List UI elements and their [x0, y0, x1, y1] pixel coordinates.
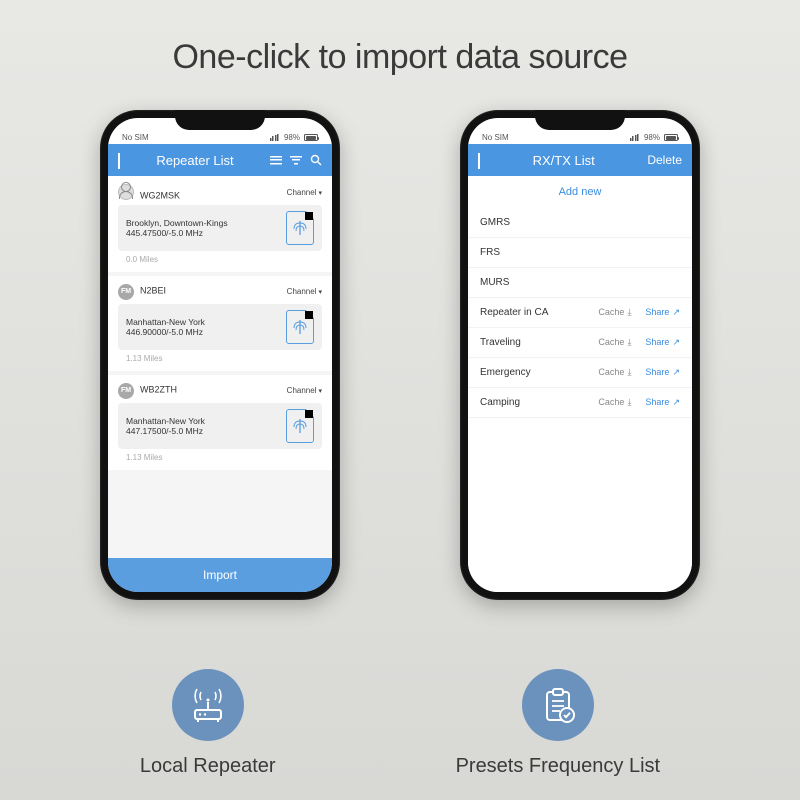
fm-avatar-icon: FM: [118, 383, 134, 399]
distance: 0.0 Miles: [118, 251, 322, 266]
router-wifi-icon: [172, 669, 244, 741]
phone-right: No SIM 98% RX/TX List Delete Add new GMR…: [460, 110, 700, 600]
carrier-label: No SIM: [482, 133, 509, 142]
distance: 1.13 Miles: [118, 449, 322, 464]
callsign: N2BEI: [140, 285, 166, 295]
location: Manhattan-New York: [126, 317, 276, 327]
add-new-button[interactable]: Add new: [468, 176, 692, 208]
signal-icon: [630, 134, 640, 141]
list-item[interactable]: Repeater in CA Cache⤓ Share↗: [468, 298, 692, 328]
document-icon: [286, 211, 314, 245]
location: Brooklyn, Downtown-Kings: [126, 218, 276, 228]
share-button[interactable]: Share↗: [645, 337, 680, 348]
list-item[interactable]: MURS: [468, 268, 692, 298]
list-item-label: Camping: [480, 397, 520, 408]
delete-button[interactable]: Delete: [647, 153, 682, 167]
external-link-icon: ↗: [672, 397, 680, 407]
headline: One-click to import data source: [0, 38, 800, 77]
battery-icon: [304, 134, 318, 141]
cache-button[interactable]: Cache⤓: [598, 397, 631, 408]
fm-avatar-icon: FM: [118, 284, 134, 300]
distance: 1.13 Miles: [118, 350, 322, 365]
location: Manhattan-New York: [126, 416, 276, 426]
navbar: Repeater List: [108, 144, 332, 176]
list-item[interactable]: Camping Cache⤓ Share↗: [468, 388, 692, 418]
nav-title: RX/TX List: [480, 153, 647, 168]
battery-pct: 98%: [644, 133, 660, 142]
phone-left: No SIM 98% Repeater List: [100, 110, 340, 600]
search-icon[interactable]: [310, 154, 322, 166]
list-item-label: Traveling: [480, 337, 521, 348]
signal-icon: [270, 134, 280, 141]
document-icon: [286, 409, 314, 443]
list-item[interactable]: GMRS: [468, 208, 692, 238]
list-item-label: GMRS: [480, 217, 510, 228]
feature-right: Presets Frequency List: [456, 669, 661, 778]
battery-icon: [664, 134, 678, 141]
download-icon: ⤓: [627, 367, 631, 377]
list-item-label: Repeater in CA: [480, 307, 548, 318]
list-item[interactable]: FRS: [468, 238, 692, 268]
external-link-icon: ↗: [672, 337, 680, 347]
download-icon: ⤓: [627, 307, 631, 317]
list-item-label: FRS: [480, 247, 500, 258]
download-icon: ⤓: [627, 397, 631, 407]
notch: [535, 110, 625, 130]
frequency: 445.47500/-5.0 MHz: [126, 228, 276, 238]
cache-button[interactable]: Cache⤓: [598, 337, 631, 348]
cache-button[interactable]: Cache⤓: [598, 307, 631, 318]
list-item-label: Emergency: [480, 367, 531, 378]
share-button[interactable]: Share↗: [645, 307, 680, 318]
share-button[interactable]: Share↗: [645, 397, 680, 408]
feature-caption: Presets Frequency List: [456, 755, 661, 778]
battery-pct: 98%: [284, 133, 300, 142]
repeater-list: WG2MSK Channel Brooklyn, Downtown-Kings …: [108, 176, 332, 558]
import-button[interactable]: Import: [108, 558, 332, 592]
feature-left: Local Repeater: [140, 669, 276, 778]
frequency: 447.17500/-5.0 MHz: [126, 426, 276, 436]
nav-title: Repeater List: [120, 153, 270, 168]
navbar: RX/TX List Delete: [468, 144, 692, 176]
notch: [175, 110, 265, 130]
feature-caption: Local Repeater: [140, 755, 276, 778]
clipboard-check-icon: [522, 669, 594, 741]
repeater-card[interactable]: FM WB2ZTH Channel Manhattan-New York 447.…: [108, 375, 332, 470]
download-icon: ⤓: [627, 337, 631, 347]
menu-icon[interactable]: [270, 156, 282, 165]
user-avatar-icon: [118, 184, 134, 200]
external-link-icon: ↗: [672, 367, 680, 377]
cache-button[interactable]: Cache⤓: [598, 367, 631, 378]
channel-button[interactable]: Channel: [287, 287, 322, 296]
repeater-card[interactable]: FM N2BEI Channel Manhattan-New York 446.9…: [108, 276, 332, 371]
rxtx-list: Add new GMRS FRS MURS Repeater in CA Cac…: [468, 176, 692, 592]
external-link-icon: ↗: [672, 307, 680, 317]
callsign: WG2MSK: [140, 191, 180, 201]
document-icon: [286, 310, 314, 344]
repeater-card[interactable]: WG2MSK Channel Brooklyn, Downtown-Kings …: [108, 176, 332, 272]
list-item[interactable]: Traveling Cache⤓ Share↗: [468, 328, 692, 358]
list-item[interactable]: Emergency Cache⤓ Share↗: [468, 358, 692, 388]
share-button[interactable]: Share↗: [645, 367, 680, 378]
list-item-label: MURS: [480, 277, 509, 288]
filter-icon[interactable]: [290, 156, 302, 165]
callsign: WB2ZTH: [140, 384, 177, 394]
frequency: 446.90000/-5.0 MHz: [126, 327, 276, 337]
channel-button[interactable]: Channel: [287, 386, 322, 395]
carrier-label: No SIM: [122, 133, 149, 142]
channel-button[interactable]: Channel: [287, 188, 322, 197]
